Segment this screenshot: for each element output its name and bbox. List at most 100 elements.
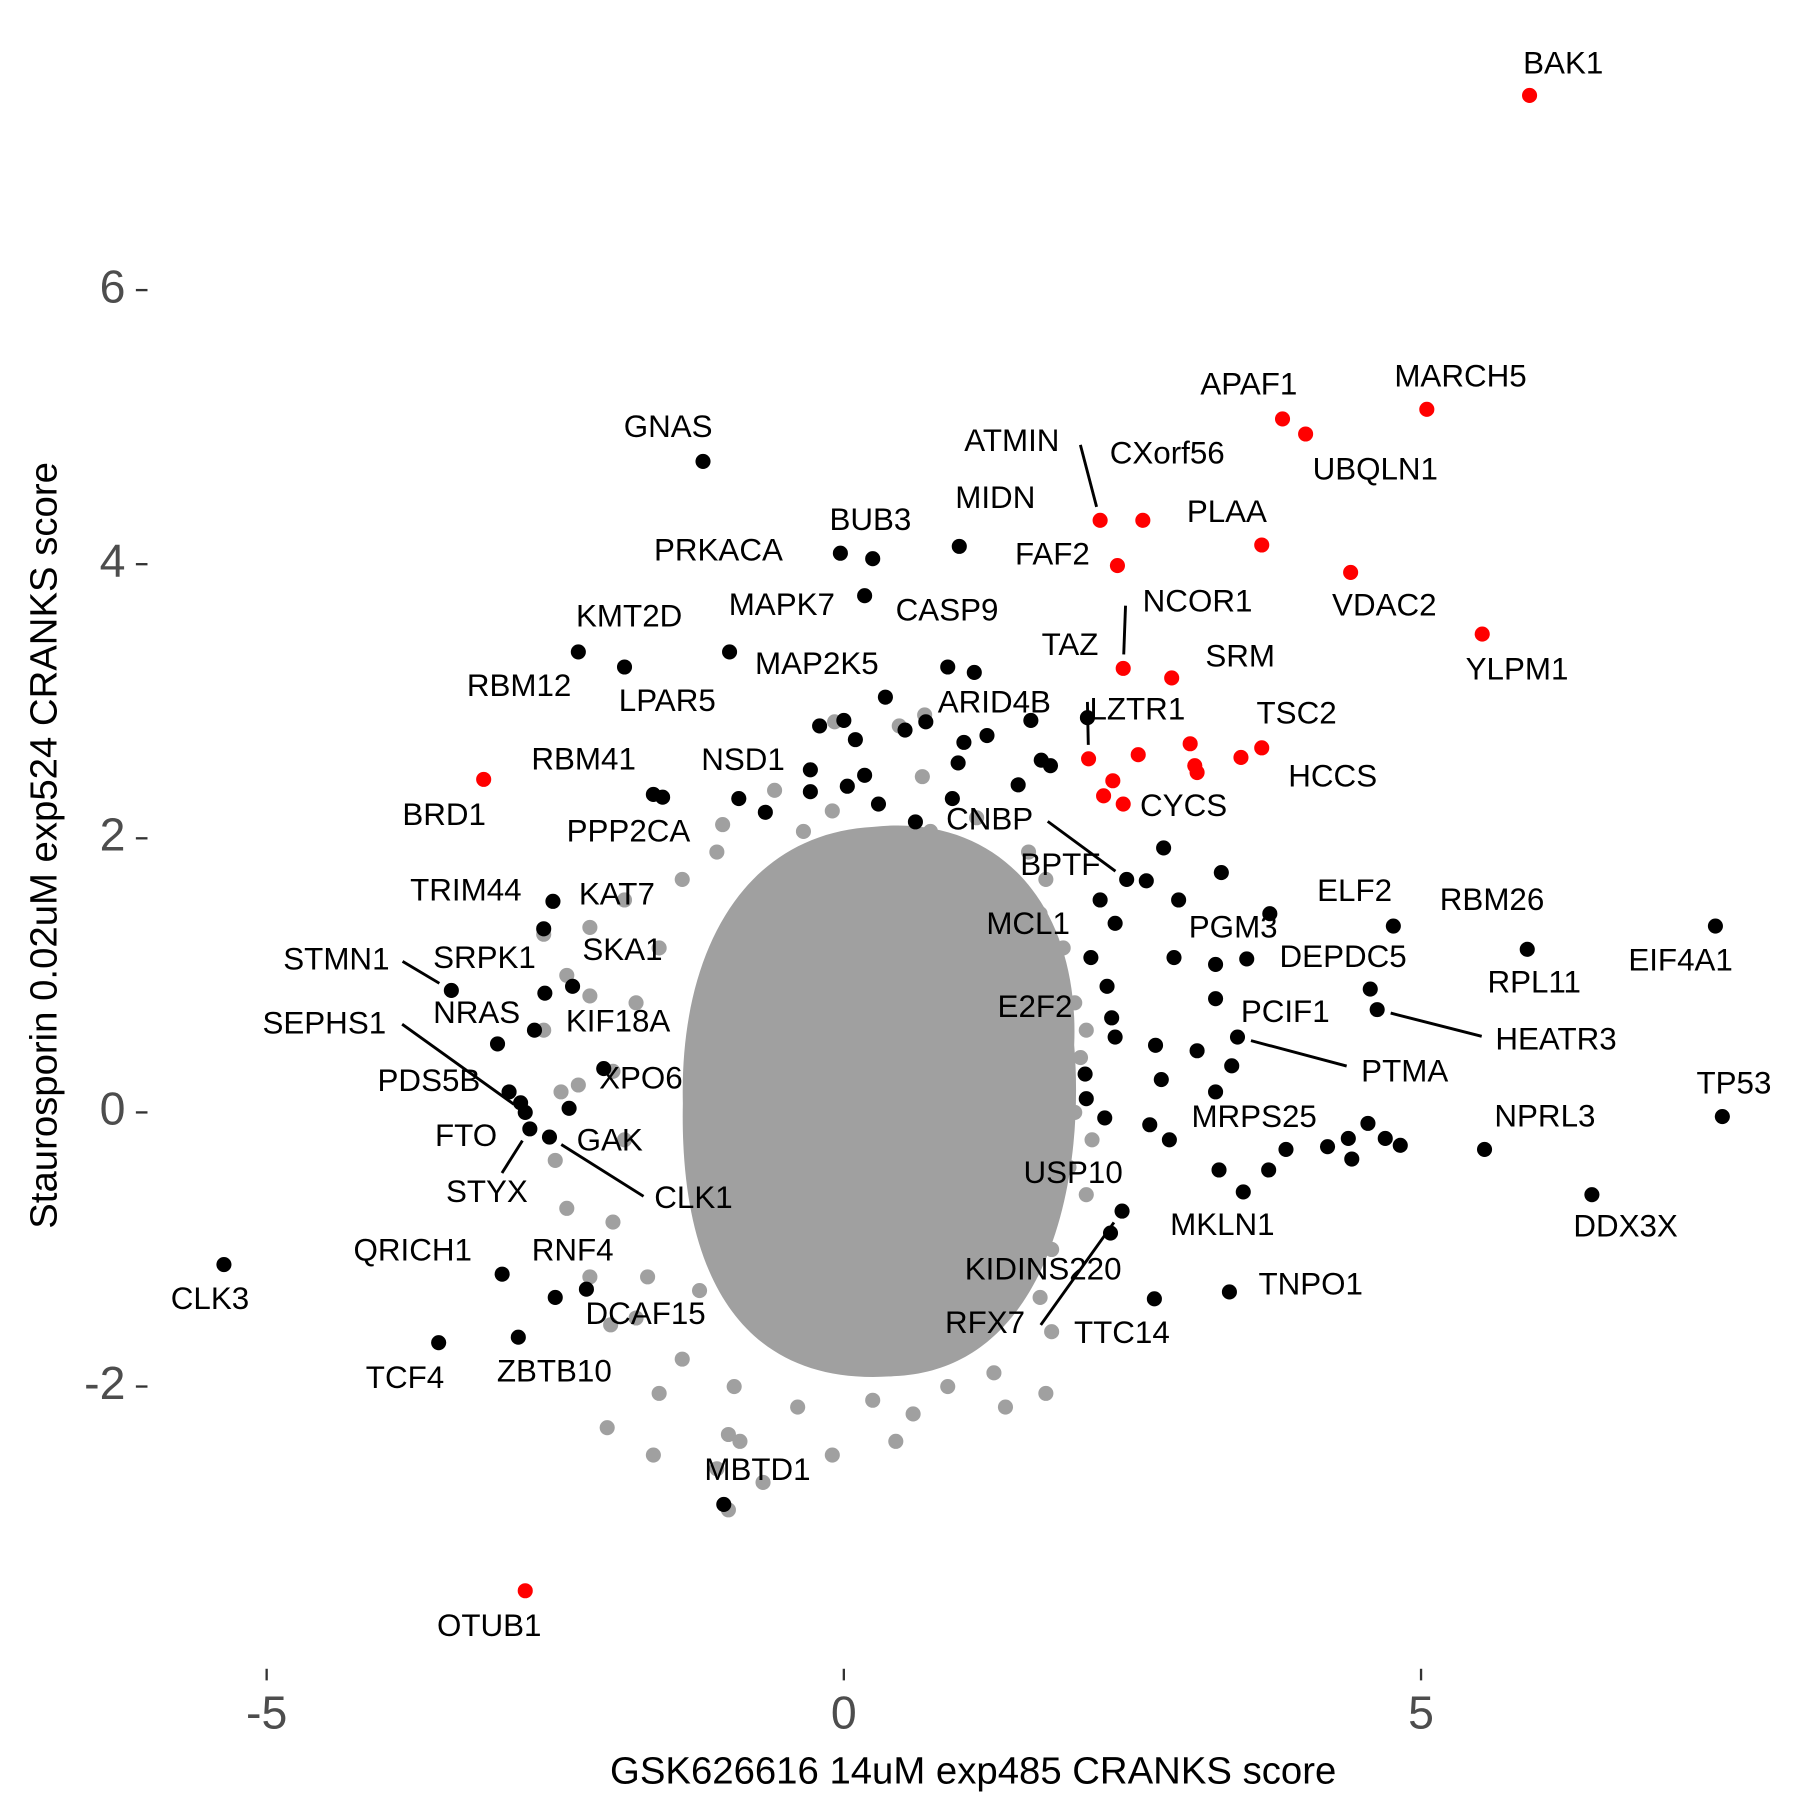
data-point	[905, 1406, 921, 1422]
data-point	[1189, 764, 1205, 781]
label-leader	[1390, 1011, 1483, 1038]
data-point	[1369, 1002, 1385, 1018]
data-point	[709, 844, 725, 860]
data-point	[695, 453, 711, 469]
point-label: LZTR1	[1089, 691, 1185, 726]
data-point	[628, 1310, 644, 1326]
data-point	[832, 545, 848, 561]
point-label: KIF18A	[566, 1004, 671, 1039]
data-point	[545, 893, 561, 909]
point-label: RBM12	[467, 668, 572, 703]
point-label: CNBP	[946, 802, 1033, 837]
data-point	[1114, 1203, 1130, 1219]
data-point	[767, 782, 783, 798]
data-point	[1182, 736, 1198, 752]
data-point	[582, 988, 598, 1004]
data-point	[561, 1100, 577, 1116]
data-point	[1061, 1159, 1077, 1175]
point-label: UBQLN1	[1313, 451, 1438, 486]
data-point	[489, 1036, 506, 1052]
data-point	[1044, 1241, 1060, 1258]
data-point	[1166, 950, 1182, 966]
point-label: KMT2D	[576, 598, 682, 633]
data-point	[1298, 426, 1314, 442]
data-point	[1081, 751, 1097, 767]
point-label: GNAS	[624, 409, 713, 444]
data-point	[1142, 1117, 1158, 1133]
dense-point-cloud	[682, 825, 1077, 1377]
y-tick-label: 4	[100, 534, 126, 586]
data-point	[986, 885, 1002, 901]
data-point	[1102, 1225, 1119, 1241]
data-point	[1519, 941, 1535, 957]
point-label: YLPM1	[1466, 652, 1569, 687]
data-point	[1146, 1291, 1162, 1307]
data-point	[1261, 1162, 1277, 1178]
data-point	[839, 778, 855, 794]
point-label: BPTF	[1020, 847, 1100, 882]
data-point	[1092, 512, 1108, 528]
data-point	[1099, 978, 1115, 994]
data-point	[1208, 1084, 1224, 1100]
data-point	[547, 1152, 563, 1168]
data-point	[1164, 670, 1180, 686]
data-point	[824, 1447, 840, 1463]
data-point	[824, 803, 840, 819]
data-point	[790, 1399, 806, 1415]
point-label: DCAF15	[586, 1296, 706, 1331]
data-point	[570, 1077, 586, 1093]
data-point	[645, 1447, 661, 1463]
data-point	[603, 1317, 619, 1333]
data-point	[553, 1084, 569, 1100]
point-label: STYX	[446, 1174, 528, 1209]
point-label: RBM41	[531, 741, 636, 776]
data-point	[802, 784, 818, 800]
point-label: QRICH1	[354, 1232, 472, 1267]
point-label: RBM26	[1440, 882, 1545, 917]
data-point	[1083, 950, 1099, 966]
data-point	[870, 796, 887, 812]
label-leader	[500, 1139, 524, 1174]
point-label: NRAS	[433, 995, 520, 1030]
data-point	[1211, 1162, 1227, 1178]
point-label: MARCH5	[1394, 358, 1526, 393]
data-point	[640, 1269, 656, 1285]
data-point	[616, 659, 633, 675]
point-label: XPO6	[599, 1060, 683, 1095]
data-point	[897, 722, 913, 738]
data-point	[1161, 1132, 1177, 1148]
data-point	[1156, 840, 1172, 856]
x-tick-label: 0	[831, 1687, 857, 1739]
data-point	[1262, 906, 1278, 922]
point-label: HCCS	[1288, 759, 1377, 794]
point-label: TSC2	[1257, 696, 1337, 731]
data-point	[979, 727, 995, 744]
data-point	[651, 1385, 667, 1401]
point-label: PPP2CA	[567, 814, 691, 849]
data-point	[1097, 1110, 1113, 1126]
data-point	[716, 1496, 732, 1512]
data-point	[1038, 1385, 1054, 1401]
data-point	[1224, 1058, 1240, 1074]
point-label: OTUB1	[437, 1608, 542, 1643]
point-label: ATMIN	[964, 423, 1059, 458]
data-point	[1474, 626, 1490, 642]
data-point	[443, 982, 459, 998]
label-leader	[1085, 701, 1090, 745]
data-point	[628, 995, 644, 1011]
data-point	[1107, 915, 1123, 931]
data-point	[865, 551, 881, 567]
data-point	[494, 1266, 510, 1282]
point-label: RFX7	[945, 1305, 1025, 1340]
data-point	[731, 791, 747, 807]
data-point	[578, 1281, 594, 1297]
data-point	[836, 712, 852, 728]
data-point	[726, 1378, 742, 1395]
point-label: TCF4	[366, 1360, 444, 1395]
point-label: SKA1	[582, 932, 662, 967]
point-label: TAZ	[1042, 627, 1099, 662]
data-point	[715, 817, 731, 833]
data-point	[1360, 1115, 1376, 1131]
data-point	[1278, 1141, 1294, 1157]
